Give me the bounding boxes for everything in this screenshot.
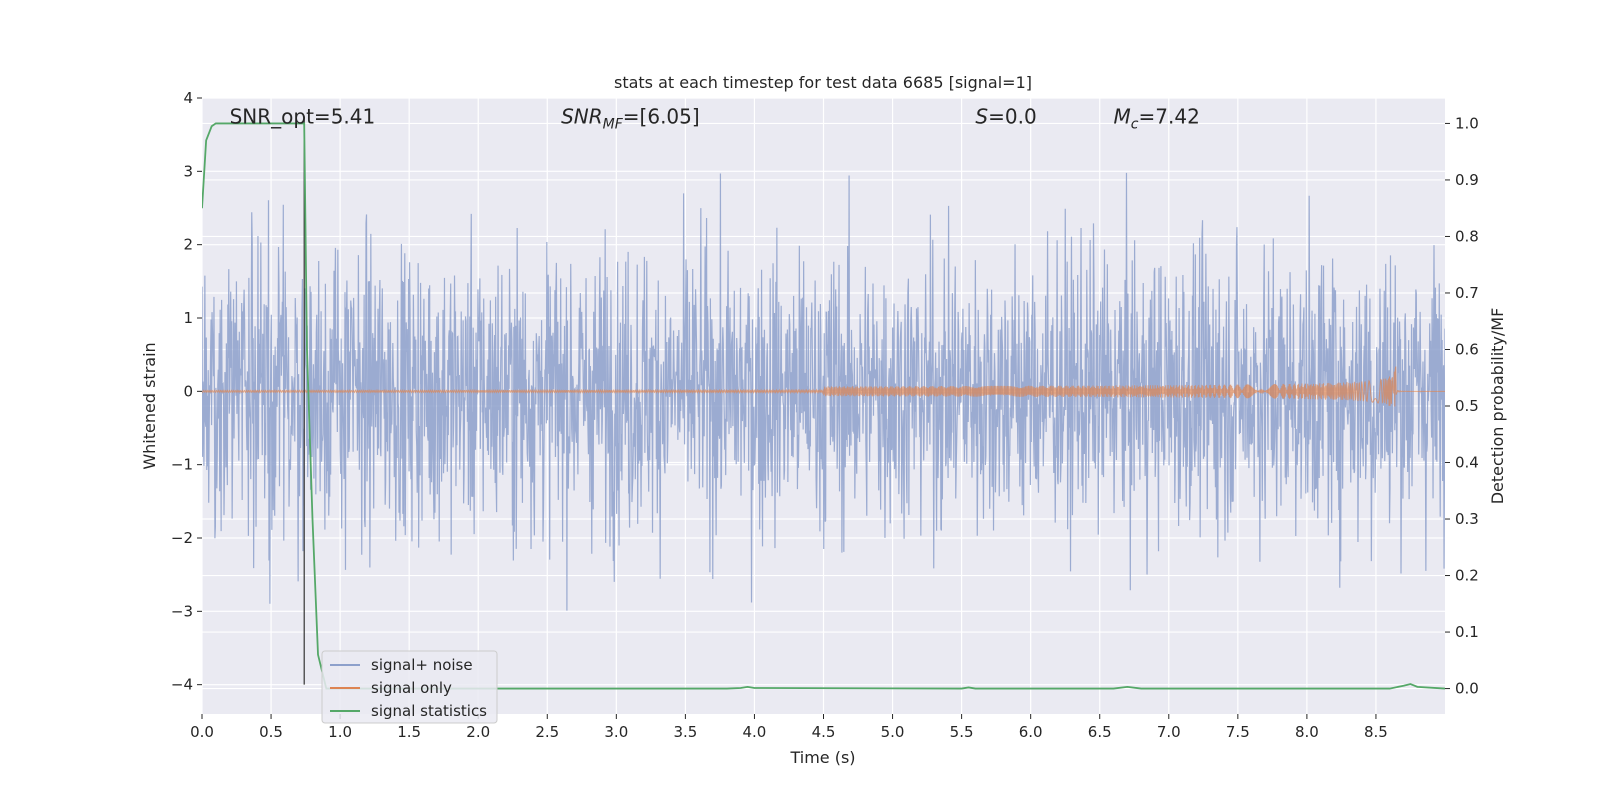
y-right-tick-label: 0.3 — [1455, 510, 1479, 528]
x-tick-label: 8.5 — [1364, 723, 1388, 741]
x-tick-label: 7.5 — [1226, 723, 1250, 741]
x-tick-label: 8.0 — [1295, 723, 1319, 741]
y-left-axis-label: Whitened strain — [140, 342, 159, 469]
series-signal-noise — [202, 172, 1445, 611]
x-tick-label: 6.0 — [1019, 723, 1043, 741]
x-tick-label: 1.0 — [328, 723, 352, 741]
y-right-tick-label: 0.1 — [1455, 623, 1479, 641]
y-left-tick-label: −2 — [171, 529, 193, 547]
y-right-axis-ticks: 1.0 0.9 0.8 0.7 0.6 0.5 0.4 0.3 0.2 0.1 0.0 — [1445, 114, 1479, 698]
legend: signal+ noise signal only signal statistic… — [321, 650, 498, 724]
y-right-tick-label: 0.9 — [1455, 171, 1479, 189]
x-tick-label: 3.0 — [604, 723, 628, 741]
x-tick-label: 5.0 — [881, 723, 905, 741]
x-axis-ticks: 0.0 0.5 1.0 1.5 2.0 2.5 3.0 3.5 4.0 4.5 5.0 5.5 6.0 6… — [190, 714, 1388, 741]
y-right-tick-label: 0.4 — [1455, 454, 1479, 472]
y-right-tick-label: 0.5 — [1455, 397, 1479, 415]
y-left-tick-label: 0 — [183, 382, 193, 400]
x-tick-label: 3.5 — [673, 723, 697, 741]
y-right-tick-label: 0.6 — [1455, 340, 1479, 358]
x-tick-label: 4.5 — [812, 723, 836, 741]
x-axis-label: Time (s) — [789, 748, 855, 767]
annotation-0: SNR_opt=5.41 — [230, 104, 376, 128]
annotation-3: Mc=7.42 — [1114, 104, 1200, 132]
x-tick-label: 6.5 — [1088, 723, 1112, 741]
y-left-tick-label: −1 — [171, 456, 193, 474]
y-right-tick-label: 0.2 — [1455, 567, 1479, 585]
x-tick-label: 0.0 — [190, 723, 214, 741]
y-left-tick-label: −3 — [171, 602, 193, 620]
x-tick-label: 4.0 — [743, 723, 767, 741]
legend-box — [321, 650, 498, 724]
y-left-tick-label: −4 — [171, 676, 193, 694]
y-left-tick-label: 4 — [183, 89, 193, 107]
x-tick-label: 7.0 — [1157, 723, 1181, 741]
legend-label-1: signal only — [371, 679, 452, 697]
y-right-tick-label: 0.8 — [1455, 227, 1479, 245]
y-left-tick-label: 2 — [183, 236, 193, 254]
y-right-tick-label: 0.0 — [1455, 680, 1479, 698]
annotation-1: SNRMF=[6.05] — [561, 104, 700, 132]
annotations: SNR_opt=5.41 SNRMF=[6.05] S=0.0 Mc=7.42 — [230, 104, 1200, 132]
y-left-axis-ticks: 4 3 2 1 0 −1 −2 −3 −4 — [171, 89, 202, 694]
x-tick-label: 2.5 — [535, 723, 559, 741]
series-signal-only — [202, 366, 1445, 407]
annotation-2: S=0.0 — [975, 104, 1036, 128]
y-right-axis-label: Detection probability/MF — [1488, 308, 1507, 505]
y-left-tick-label: 3 — [183, 162, 193, 180]
x-tick-label: 5.5 — [950, 723, 974, 741]
y-right-tick-label: 0.7 — [1455, 284, 1479, 302]
legend-label-2: signal statistics — [371, 702, 487, 720]
y-left-tick-label: 1 — [183, 309, 193, 327]
x-tick-label: 0.5 — [259, 723, 283, 741]
y-right-tick-label: 1.0 — [1455, 114, 1479, 132]
legend-label-0: signal+ noise — [371, 656, 473, 674]
series-signal-statistics — [202, 122, 1445, 690]
x-tick-label: 1.5 — [397, 723, 421, 741]
x-tick-label: 2.0 — [466, 723, 490, 741]
chart-title: stats at each timestep for test data 668… — [614, 73, 1032, 92]
